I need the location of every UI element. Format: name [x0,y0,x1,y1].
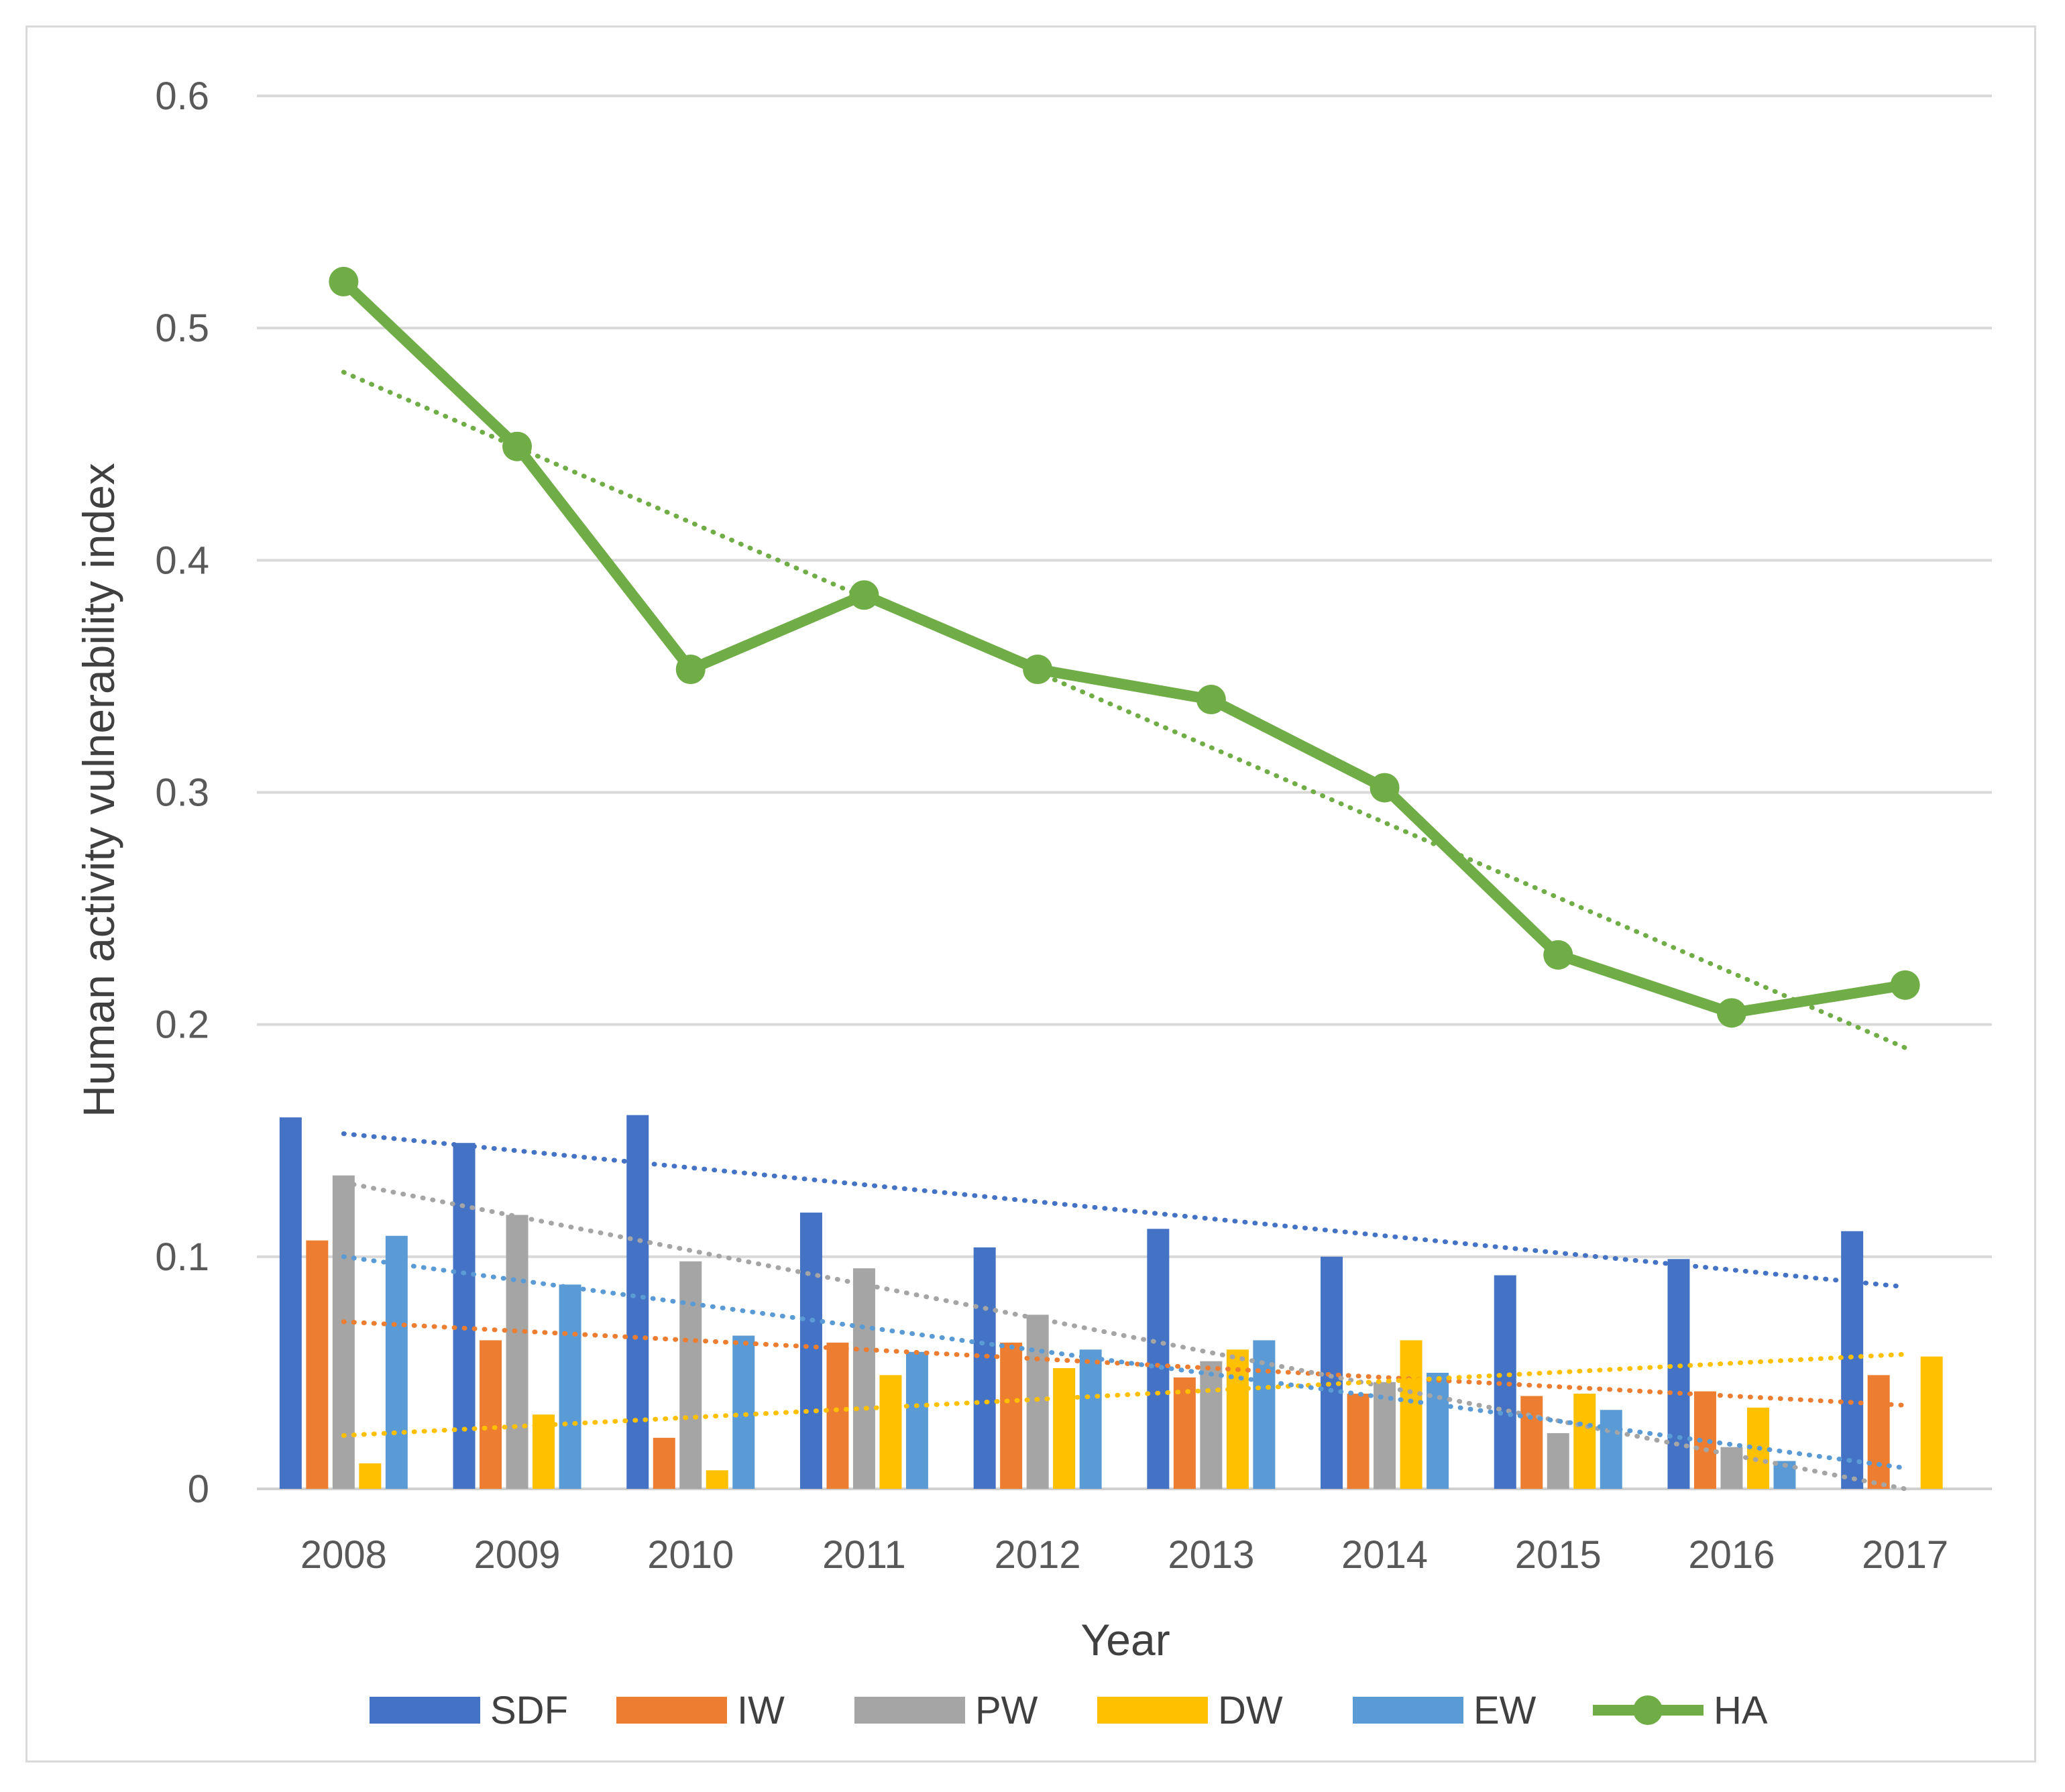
bar-sdf [1841,1231,1864,1489]
x-tick-label: 2012 [995,1533,1081,1577]
trendline-iw [341,1319,1908,1408]
y-tick-label: 0.2 [155,1003,209,1047]
legend-swatch-iw [616,1697,727,1724]
bar-pw [1547,1433,1569,1489]
y-tick-label: 0.1 [155,1235,209,1279]
trendline-ew [341,1254,1908,1471]
bar-sdf [279,1117,302,1489]
trendline-pw [341,1180,1908,1492]
bar-dw [1053,1367,1076,1489]
bars [279,1115,1943,1489]
trendlines [341,370,1908,1492]
bar-ew [1600,1410,1622,1489]
y-axis-title: Human activity vulnerability index [74,463,123,1117]
bar-ew [905,1351,928,1489]
point-ha [1716,998,1746,1028]
bar-iw [1000,1342,1023,1489]
y-tick-label: 0.4 [155,539,209,582]
legend-label-sdf: SDF [490,1689,568,1732]
legend-label-ew: EW [1473,1689,1537,1732]
point-ha [1370,773,1400,803]
x-tick-label: 2008 [300,1533,387,1577]
bar-ew [385,1235,408,1489]
bar-dw [359,1463,382,1489]
line-series [329,266,1920,1028]
bar-sdf [626,1115,649,1489]
x-tick-label: 2011 [822,1533,906,1577]
point-ha [675,655,706,685]
bar-ew [559,1284,581,1489]
bar-iw [1867,1375,1890,1489]
bar-pw [1026,1314,1049,1489]
bar-pw [332,1175,355,1489]
bar-ew [1427,1372,1449,1489]
y-tick-label: 0.5 [155,306,209,350]
y-tick-label: 0 [188,1467,209,1511]
point-ha [1196,685,1226,715]
line-ha [339,278,1906,1019]
legend: SDF IW PW DW EW HA [370,1689,1768,1732]
bar-iw [480,1340,502,1489]
point-ha [502,431,533,461]
point-ha [1890,970,1920,1000]
bar-dw [1226,1349,1249,1489]
bar-pw [679,1261,702,1489]
point-ha [849,580,879,610]
y-axis-ticks: 0 0.1 0.2 0.3 0.4 0.5 0.6 [155,74,209,1511]
legend-label-dw: DW [1218,1689,1283,1732]
x-tick-label: 2013 [1168,1533,1254,1577]
bar-ew [732,1335,755,1489]
bar-iw [1173,1377,1196,1489]
bar-dw [1573,1394,1596,1489]
bar-iw [1347,1394,1370,1489]
x-tick-label: 2009 [474,1533,561,1577]
x-axis-title: Year [1080,1615,1170,1665]
bar-iw [1520,1396,1543,1489]
bar-dw [1400,1340,1422,1489]
legend-label-iw: IW [737,1689,785,1732]
trendline-ha [341,370,1908,1050]
bar-ew [1079,1349,1102,1489]
legend-swatch-pw [854,1697,965,1724]
bar-dw [706,1470,728,1489]
point-ha [329,266,359,296]
x-tick-label: 2015 [1515,1533,1602,1577]
bar-pw [506,1215,528,1489]
bar-sdf [1667,1259,1690,1489]
bar-pw [852,1268,875,1489]
y-tick-label: 0.3 [155,771,209,815]
trendline-dw [341,1351,1908,1438]
x-tick-label: 2017 [1862,1533,1948,1577]
bar-iw [826,1342,849,1489]
bar-pw [1200,1361,1223,1489]
bar-sdf [1147,1229,1170,1489]
legend-marker-ha [1633,1695,1663,1725]
x-tick-label: 2014 [1341,1533,1428,1577]
x-axis-ticks: 2008 2009 2010 2011 2012 2013 2014 2015 2016 2017 [300,1533,1948,1577]
legend-swatch-sdf [370,1697,480,1724]
bar-dw [879,1375,902,1489]
y-tick-label: 0.6 [155,74,209,118]
x-tick-label: 2016 [1688,1533,1775,1577]
legend-label-pw: PW [975,1689,1038,1732]
bar-dw [1920,1356,1943,1489]
bar-sdf [453,1143,476,1489]
point-ha [1543,940,1573,970]
point-ha [1023,655,1053,685]
bar-sdf [799,1213,822,1489]
legend-swatch-ew [1353,1697,1463,1724]
legend-swatch-dw [1097,1697,1208,1724]
bar-iw [306,1240,329,1489]
legend-label-ha: HA [1714,1689,1768,1732]
x-tick-label: 2010 [647,1533,734,1577]
bar-sdf [973,1247,996,1489]
bar-iw [653,1437,675,1489]
trendline-sdf [341,1131,1908,1290]
